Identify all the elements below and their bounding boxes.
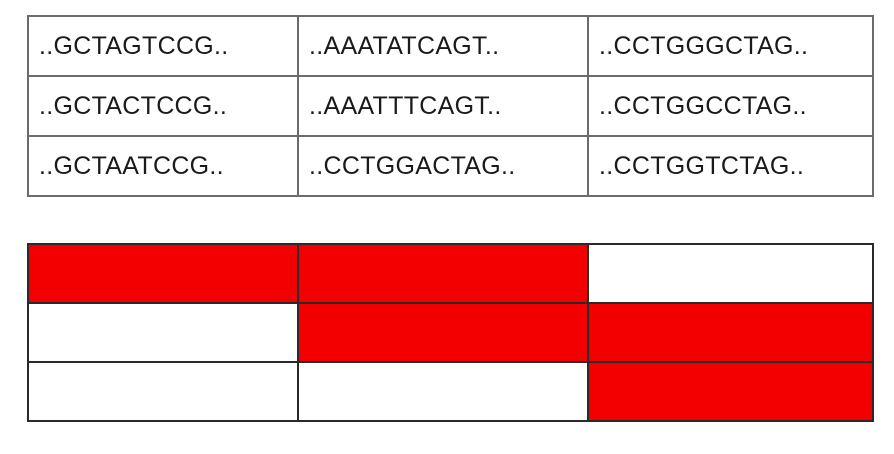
sequence-row: ..GCTAGTCCG.. ..AAATATCAGT.. ..CCTGGGCTA… bbox=[27, 15, 874, 77]
sequence-cell: ..AAATTTCAGT.. bbox=[297, 75, 589, 137]
color-row bbox=[27, 302, 874, 363]
sequence-row: ..GCTAATCCG.. ..CCTGGACTAG.. ..CCTGGTCTA… bbox=[27, 135, 874, 197]
color-row bbox=[27, 361, 874, 422]
color-cell bbox=[587, 302, 874, 363]
sequence-row: ..GCTACTCCG.. ..AAATTTCAGT.. ..CCTGGCCTA… bbox=[27, 75, 874, 137]
color-cell bbox=[297, 302, 589, 363]
color-cell bbox=[587, 361, 874, 422]
color-cell bbox=[27, 302, 299, 363]
color-cell bbox=[27, 243, 299, 304]
sequence-cell: ..GCTAGTCCG.. bbox=[27, 15, 299, 77]
color-row bbox=[27, 243, 874, 304]
sequence-cell: ..CCTGGCCTAG.. bbox=[587, 75, 874, 137]
color-cell bbox=[297, 243, 589, 304]
sequence-table: ..GCTAGTCCG.. ..AAATATCAGT.. ..CCTGGGCTA… bbox=[27, 15, 874, 197]
color-cell bbox=[297, 361, 589, 422]
sequence-cell: ..CCTGGACTAG.. bbox=[297, 135, 589, 197]
sequence-cell: ..GCTAATCCG.. bbox=[27, 135, 299, 197]
sequence-cell: ..GCTACTCCG.. bbox=[27, 75, 299, 137]
sequence-cell: ..CCTGGGCTAG.. bbox=[587, 15, 874, 77]
sequence-cell: ..AAATATCAGT.. bbox=[297, 15, 589, 77]
color-cell bbox=[587, 243, 874, 304]
match-color-grid bbox=[27, 243, 874, 422]
sequence-cell: ..CCTGGTCTAG.. bbox=[587, 135, 874, 197]
color-cell bbox=[27, 361, 299, 422]
